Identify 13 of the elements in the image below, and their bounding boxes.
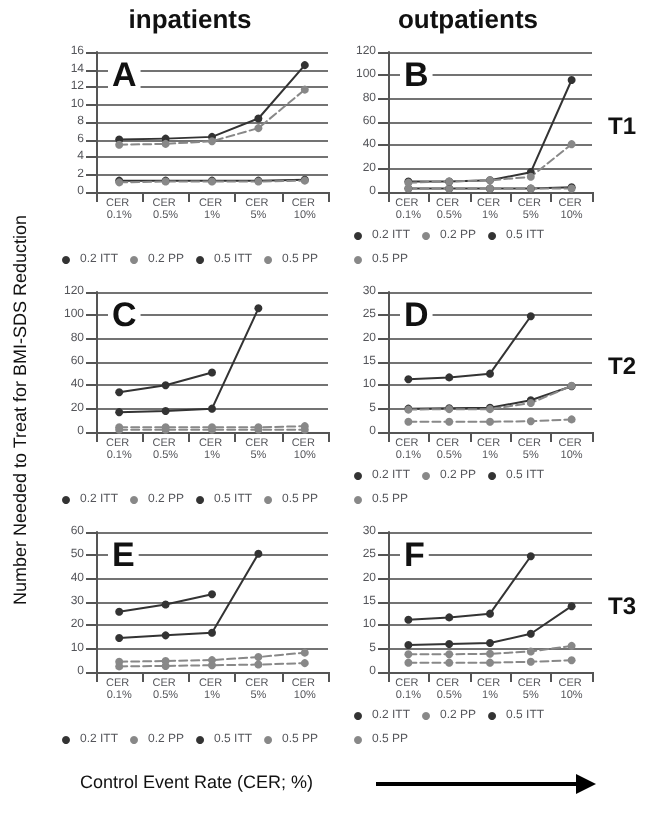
text: T3 — [608, 592, 637, 620]
chart-title: F — [404, 536, 425, 574]
chart-subtitle: inpatients — [126, 4, 254, 34]
text: T1 — [608, 112, 637, 140]
chart-title: E — [112, 536, 135, 574]
text: T2 — [608, 352, 637, 380]
chart-title: A — [112, 56, 137, 94]
chart-subtitle: outpatients — [395, 4, 541, 34]
chart-title: D — [404, 296, 429, 334]
x-axis-title: Control Event Rate (CER; %) — [80, 772, 314, 792]
chart-title: B — [404, 56, 429, 94]
chart-title: C — [112, 296, 137, 334]
y-axis-title: Number Needed to Treat for BMI-SDS Reduction — [10, 212, 30, 610]
